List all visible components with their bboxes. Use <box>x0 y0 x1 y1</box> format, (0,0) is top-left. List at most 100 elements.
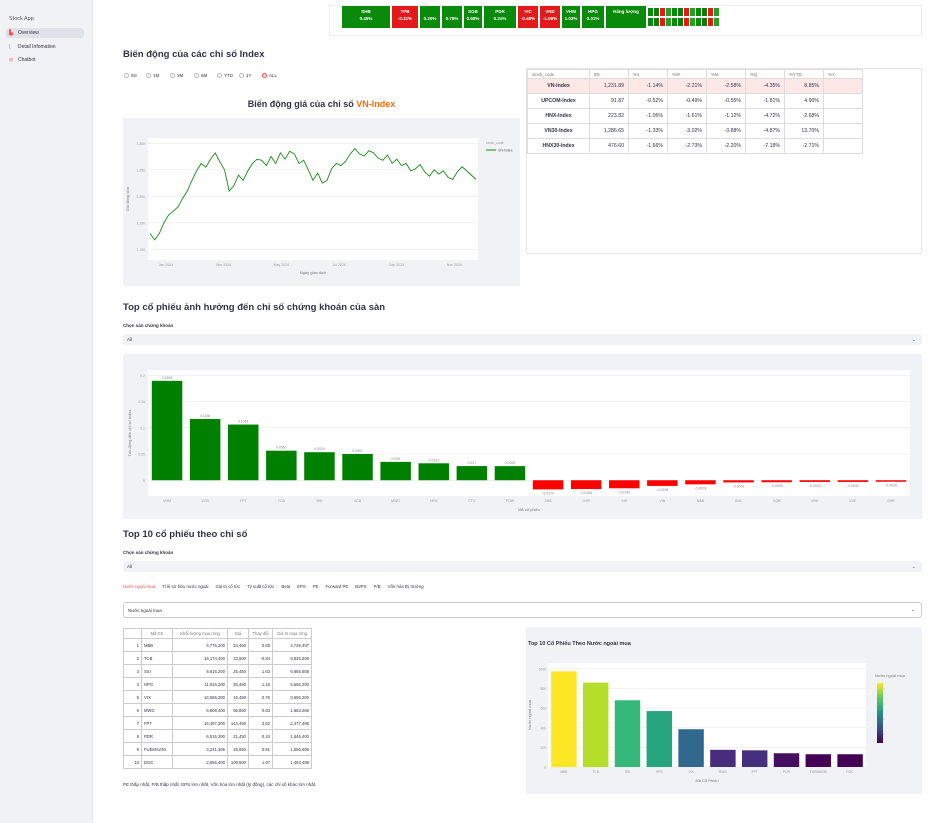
treemap-mini-cell <box>702 8 707 16</box>
tab-4[interactable]: Beta <box>281 584 291 589</box>
table-cell: -2.20% <box>706 138 746 154</box>
x-tick-label: Mar 2024 <box>216 263 231 267</box>
table-cell: MBB <box>141 638 173 652</box>
treemap-cell <box>342 6 390 28</box>
x-tick-label: ACB <box>354 499 362 503</box>
treemap-cell <box>562 6 580 28</box>
treemap-svg: SHB 0.45% TPB -0.31% 0.20% 0.78% SGB 0.58% PDR 0.… <box>342 6 719 28</box>
sidebar-item-overview[interactable]: ▙ Overview <box>6 28 84 38</box>
treemap-mini-cell <box>672 8 677 16</box>
tab-5[interactable]: EPS <box>297 584 306 589</box>
sidebar-item-chatbot[interactable]: ◎ Chatbot <box>6 55 84 65</box>
line-chart-bg: 1,100 1,150 1,200 1,250 1,300 Jan 2024 Mar 202… <box>123 118 520 286</box>
tab-1[interactable]: Tỉ lệ sở hữu nước ngoài <box>162 584 209 589</box>
table-cell: 144,450 <box>227 716 249 730</box>
treemap-mini-cell <box>684 18 689 26</box>
index-section-title: Biến động của các chỉ số Index <box>123 49 265 60</box>
row-code: HNX-Index <box>527 108 590 124</box>
table-cell: 1,463,496 <box>272 755 312 769</box>
y-tick-label: 1,150 <box>136 221 145 225</box>
table-cell: 1 <box>123 638 142 652</box>
table-cell: 0.81 <box>248 742 273 756</box>
period-radio-ytd[interactable]: YTD <box>217 73 233 78</box>
y-tick-label: 0.15 <box>138 400 145 404</box>
treemap-value: 0.78% <box>446 16 459 21</box>
table-cell: 25,650 <box>227 742 249 756</box>
tab-3[interactable]: Tỷ suất cổ tức <box>247 584 275 589</box>
index-table-panel: stock_code 5D %1 %W %M %Q %YTD %Y VN-Index 1,231… <box>526 68 922 254</box>
metric-select[interactable]: Nước ngoài mua ⌄ <box>123 602 922 618</box>
bar-vhm <box>151 380 183 481</box>
bar-mbb <box>551 671 577 767</box>
period-radio-3m[interactable]: 3M <box>170 73 183 78</box>
bar-value-label: 0.1061 <box>238 420 249 424</box>
chat-icon: ◎ <box>9 56 14 63</box>
tab-2[interactable]: Giá trị cổ tức <box>215 584 241 589</box>
treemap-value: 0.24% <box>494 16 507 21</box>
bar-fpt <box>741 750 768 767</box>
influence-select-label: Chọn sàn chứng khoán <box>123 323 174 328</box>
top10-exchange-select[interactable]: All ⌄ <box>123 561 922 572</box>
treemap-label: SGB <box>468 9 479 14</box>
treemap-mini-cell <box>678 18 683 26</box>
period-radio-6m[interactable]: 6M <box>194 73 207 78</box>
treemap-cell <box>392 6 418 28</box>
line-chart-svg: 1,100 1,150 1,200 1,250 1,300 Jan 2024 Mar 202… <box>125 138 513 275</box>
table-cell: 6,626,206 <box>272 651 312 665</box>
bar-value-label: -0.0028 <box>885 484 897 488</box>
period-radio-5d[interactable]: 5D <box>124 73 137 78</box>
sidebar-item-label: Detail Infomation <box>18 44 56 50</box>
radio-dot <box>170 73 175 78</box>
period-radio-1y[interactable]: 1Y <box>239 73 252 78</box>
legend-title: stock_code <box>486 141 504 145</box>
table-cell: 1.67 <box>248 755 273 769</box>
table-header: Giá <box>227 628 249 639</box>
radio-label: 3M <box>177 73 184 78</box>
radio-dot <box>194 73 199 78</box>
tab-6[interactable]: PE <box>312 584 319 589</box>
table-cell: -1.33% <box>628 123 668 139</box>
table-cell: 3,656,200 <box>272 690 312 704</box>
treemap-mini-cell <box>696 8 701 16</box>
tab-0[interactable]: Nước ngoài mua <box>123 584 156 589</box>
table-row: 7 FPT 16,497,300 144,450 3.52 2,477,496 <box>123 716 312 730</box>
radio-label: 6M <box>201 73 208 78</box>
top10-table: Mã CK Khối lượng mua ròng Giá Thay đổi Giá t… <box>123 628 312 769</box>
sidebar: Stock App ▙ Overview ⌊ Detail Infomation… <box>0 0 93 823</box>
x-tick-label: HPG <box>656 770 664 774</box>
table-header: Mã CK <box>141 628 173 639</box>
table-cell: 5,656,200 <box>272 677 312 691</box>
table-row: HNX30-Index 476.60 -1.66% -2.73% -2.20% -7.18… <box>527 138 863 154</box>
table-cell: 6 <box>123 703 142 717</box>
influence-exchange-select[interactable]: All ⌄ <box>123 334 922 345</box>
period-radio-1m[interactable]: 1M <box>146 73 159 78</box>
row-code: UPCOM-Index <box>527 93 590 109</box>
x-axis-title: Mã Cổ Phiếu <box>695 778 718 783</box>
tab-7[interactable]: Forward PE <box>325 584 349 589</box>
row-code: VN30-Index <box>527 123 590 139</box>
influence-select-value: All <box>127 337 133 342</box>
bar-acb <box>342 453 373 481</box>
table-cell: 6,606,400 <box>172 703 228 717</box>
tab-10[interactable]: Vốn hóa thị trường <box>387 584 424 589</box>
treemap-mini-cell <box>696 18 701 26</box>
table-cell: PDR <box>141 729 173 743</box>
treemap-mini-cell <box>660 8 665 16</box>
chevron-down-icon: ⌄ <box>911 563 916 570</box>
top10-chart-svg: Top 10 Cổ Phiếu Theo Nước ngoài mua 0 200 4… <box>527 640 906 783</box>
bar-vre <box>799 480 830 482</box>
treemap-value: -1.08% <box>543 16 557 21</box>
period-radio-all[interactable]: ALL <box>262 73 277 78</box>
x-tick-label: Nov 2024 <box>447 263 462 267</box>
table-cell: 1,286.65 <box>589 123 629 139</box>
table-cell: -4.72% <box>745 108 785 124</box>
top10-select-value: All <box>127 564 133 569</box>
line-chart-icon: ⌊ <box>9 43 11 50</box>
table-cell: 5 <box>123 690 142 704</box>
tab-8[interactable]: BVPS <box>355 584 367 589</box>
tab-9[interactable]: P/B <box>373 584 381 589</box>
y-tick-label: 400 <box>540 726 546 730</box>
table-cell: -7.18% <box>745 138 785 154</box>
bar-gvr <box>570 480 602 490</box>
sidebar-item-detail[interactable]: ⌊ Detail Infomation <box>6 42 84 52</box>
